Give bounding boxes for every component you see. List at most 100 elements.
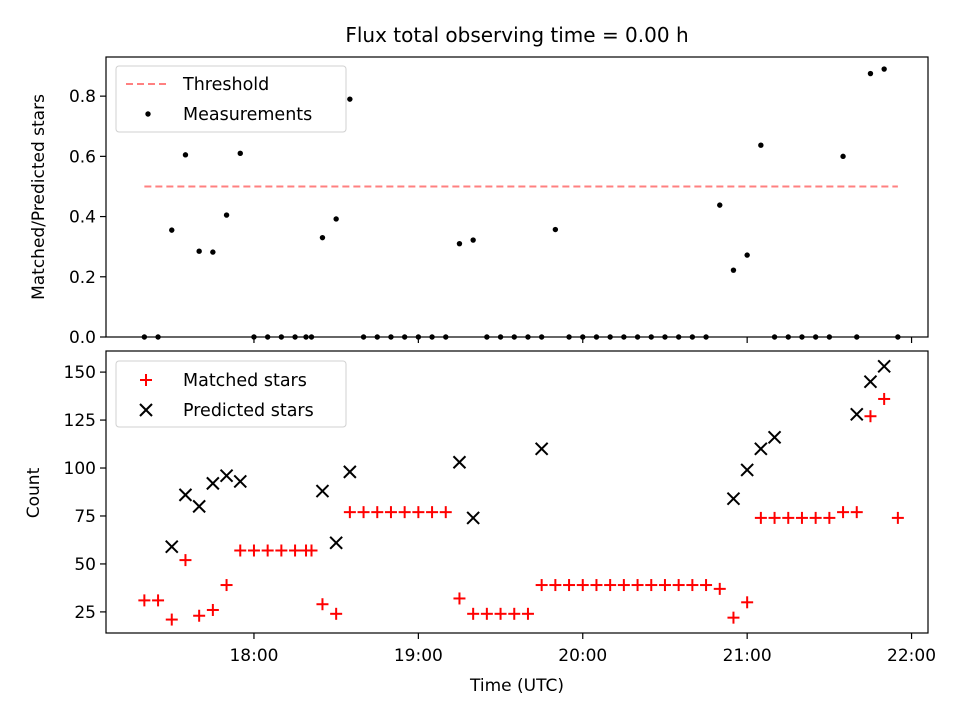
matched-star-point <box>549 579 562 592</box>
matched-star-point <box>563 579 576 592</box>
measurement-point <box>237 150 243 157</box>
matched-star-point <box>864 410 877 423</box>
measurement-point <box>347 96 353 102</box>
matched-star-point <box>727 611 740 624</box>
matched-star-point <box>837 506 850 519</box>
predicted-star-point <box>315 484 330 498</box>
matched-star-point <box>206 603 219 616</box>
predicted-star-point <box>754 442 768 456</box>
y-tick-label: 125 <box>64 411 96 431</box>
matched-star-point <box>165 613 178 626</box>
predicted-star-point <box>452 455 467 469</box>
matched-star-point <box>590 579 603 592</box>
matched-star-point <box>305 544 318 557</box>
y-tick-label: 150 <box>64 363 96 383</box>
matched-star-point <box>412 506 425 519</box>
matched-star-point <box>275 544 288 557</box>
predicted-star-point <box>863 374 878 389</box>
ratio-y-label: Matched/Predicted stars <box>29 94 49 300</box>
legend-measurements-marker <box>145 111 151 117</box>
x-tick-label: 20:00 <box>558 646 607 666</box>
measurement-point <box>840 153 846 160</box>
predicted-star-point <box>192 499 206 514</box>
count-y-label: Count <box>24 467 44 518</box>
matched-star-point <box>850 506 863 519</box>
matched-star-point <box>398 506 411 519</box>
matched-star-point <box>179 554 192 567</box>
y-tick-label: 50 <box>74 555 96 575</box>
matched-star-point <box>768 511 781 524</box>
legend-measurements-label: Measurements <box>183 105 312 125</box>
matched-star-point <box>686 579 699 592</box>
predicted-star-point <box>740 463 754 477</box>
matched-star-point <box>878 392 891 405</box>
x-tick-label: 21:00 <box>723 646 772 666</box>
measurement-point <box>182 152 189 158</box>
matched-star-point <box>658 579 671 592</box>
legend-matched-marker <box>140 374 152 386</box>
measurement-point <box>470 237 476 243</box>
y-tick-label: 100 <box>64 459 96 479</box>
ratio-y-axis: 0.0 0.2 0.4 0.6 0.8 <box>69 87 106 348</box>
measurement-point <box>744 252 750 258</box>
matched-star-point <box>261 544 274 557</box>
matched-star-point <box>809 511 822 524</box>
matched-star-point <box>576 579 589 592</box>
measurement-point <box>867 70 874 77</box>
predicted-star-point <box>877 359 891 374</box>
count-series <box>138 359 904 626</box>
predicted-star-point <box>767 430 782 445</box>
matched-star-point <box>480 607 493 620</box>
legend-threshold-label: Threshold <box>182 75 269 95</box>
matched-star-point <box>439 506 452 519</box>
ratio-series <box>141 66 901 340</box>
matched-star-point <box>152 594 165 607</box>
matched-star-point <box>357 506 370 519</box>
predicted-star-point <box>850 407 864 422</box>
matched-star-point <box>672 579 685 592</box>
y-tick-label: 0.4 <box>69 208 96 228</box>
predicted-star-point <box>534 442 549 456</box>
y-tick-label: 0.2 <box>69 268 96 288</box>
matched-star-point <box>247 544 260 557</box>
measurement-point <box>758 142 764 148</box>
measurement-point <box>210 249 216 255</box>
measurement-point <box>196 248 202 254</box>
predicted-star-point <box>233 474 247 489</box>
matched-star-point <box>891 511 904 524</box>
predicted-star-point <box>206 476 220 491</box>
matched-star-point <box>426 506 439 519</box>
y-tick-label: 75 <box>74 507 96 527</box>
y-tick-label: 0.0 <box>69 328 96 348</box>
predicted-star-point <box>466 511 480 525</box>
measurement-point <box>881 66 887 72</box>
chart-title: Flux total observing time = 0.00 h <box>345 23 688 47</box>
measurement-point <box>169 227 175 233</box>
count-plot-frame <box>105 350 929 634</box>
count-y-axis: 25 50 75 100 125 150 <box>64 363 106 623</box>
predicted-star-point <box>343 465 357 479</box>
count-x-axis: 18:00 19:00 20:00 21:00 22:00 <box>229 633 936 666</box>
matched-star-point <box>754 511 767 524</box>
ratio-legend: Threshold Measurements <box>115 65 347 133</box>
matched-star-point <box>617 579 630 592</box>
count-legend: Matched stars Predicted stars <box>115 360 347 428</box>
matched-star-point <box>713 582 726 595</box>
matched-star-point <box>494 607 507 620</box>
x-tick-label: 19:00 <box>394 646 443 666</box>
x-axis-label: Time (UTC) <box>469 676 564 696</box>
matched-star-point <box>289 544 302 557</box>
measurement-point <box>456 240 463 247</box>
matched-star-point <box>467 607 480 620</box>
predicted-star-point <box>165 539 179 554</box>
predicted-star-point <box>329 536 343 550</box>
measurement-point <box>319 234 326 241</box>
measurement-point <box>223 212 230 218</box>
measurement-point <box>552 226 559 233</box>
matched-star-point <box>508 607 521 620</box>
count-panel: 25 50 75 100 125 150 18:00 19:00 20:00 21:00 22:0… <box>24 350 936 696</box>
matched-star-point <box>795 511 808 524</box>
matched-star-point <box>138 594 151 607</box>
ratio-panel: 0.00.20.40.60.8 Matched/Predicted stars … <box>29 56 929 348</box>
